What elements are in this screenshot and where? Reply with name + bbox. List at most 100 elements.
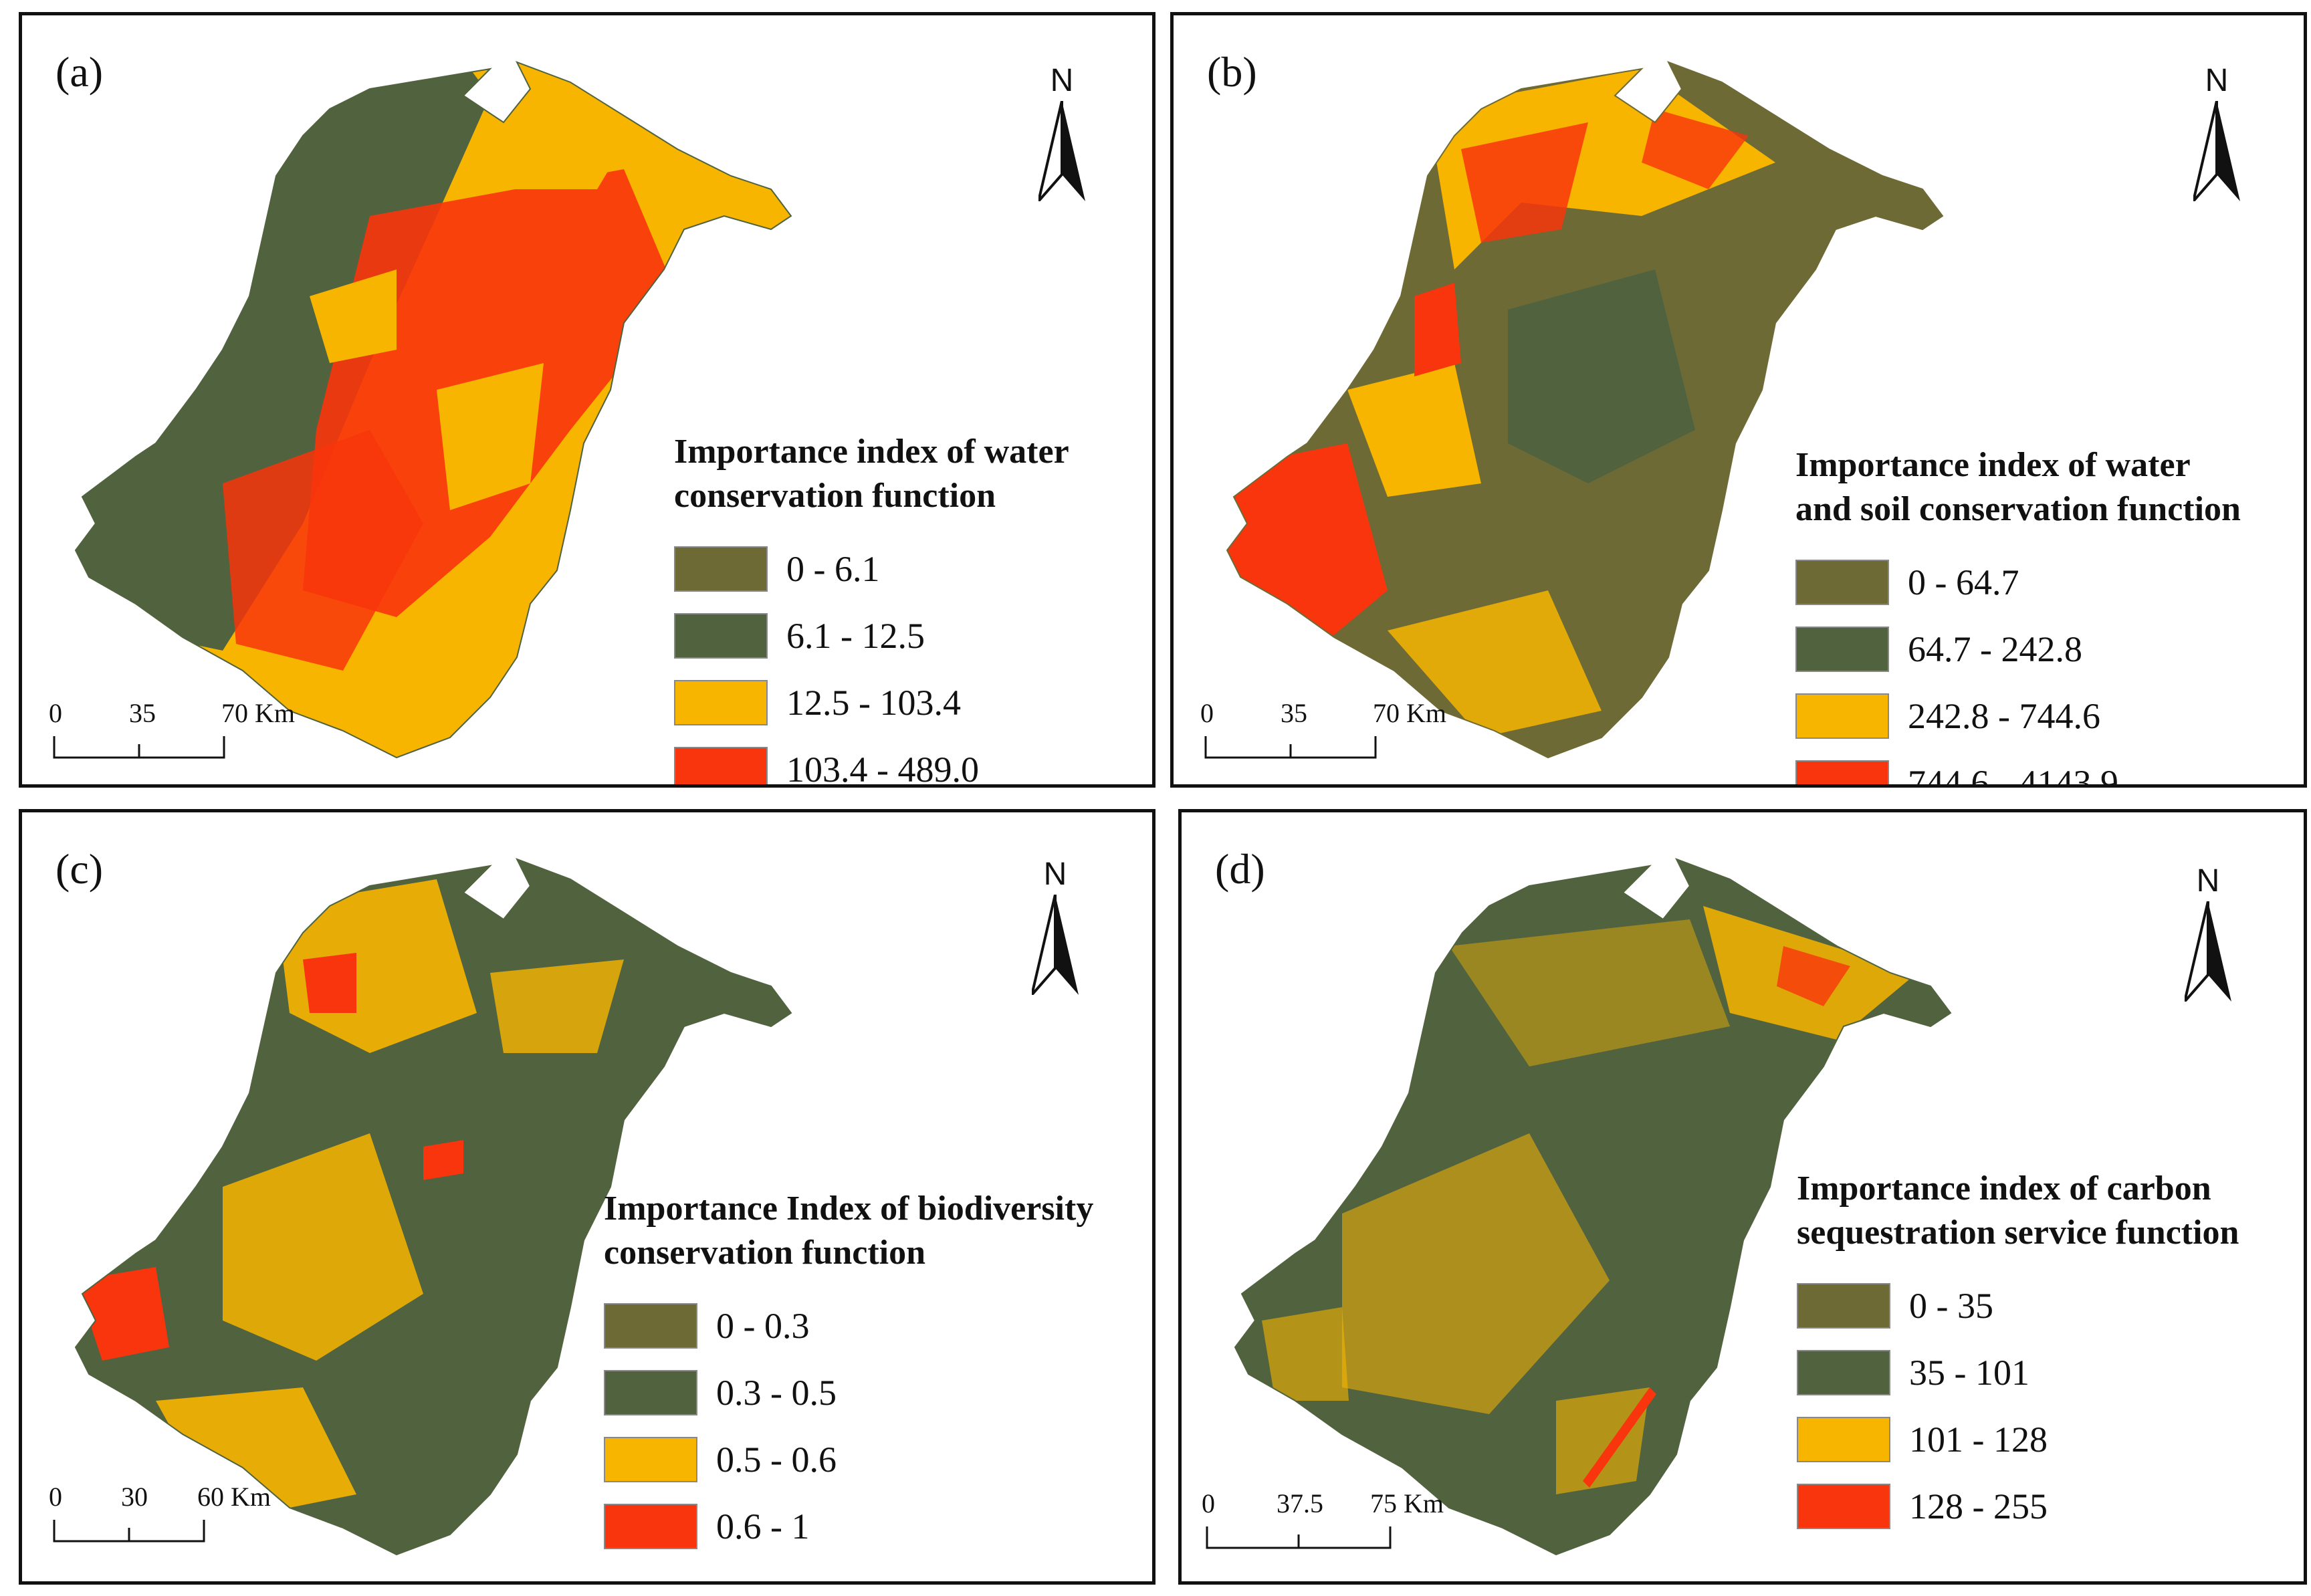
- legend-item: 103.4 - 489.0: [674, 736, 1069, 788]
- legend-item: 128 - 255: [1797, 1473, 2239, 1540]
- legend-label: 64.7 - 242.8: [1908, 629, 2082, 669]
- north-arrow-icon: [2193, 101, 2240, 201]
- north-label: N: [1043, 857, 1067, 892]
- legend: Importance index of water conservation f…: [674, 430, 1069, 788]
- map-region-c: [75, 859, 792, 1555]
- panel-label: (d): [1215, 845, 1265, 893]
- scale-bar: 0 30 60 Km: [49, 1481, 276, 1548]
- map-region-b: [1226, 62, 1943, 758]
- legend-label: 35 - 101: [1909, 1353, 2029, 1393]
- legend-item: 101 - 128: [1797, 1406, 2239, 1473]
- north-arrow: N: [2180, 62, 2253, 203]
- legend: Importance Index of biodiversity conserv…: [604, 1187, 1093, 1560]
- panel-b: (b) N Importance index of water and soil…: [1170, 12, 2307, 788]
- north-label: N: [2205, 63, 2229, 98]
- north-label: N: [1050, 63, 1074, 98]
- legend-title-line: conservation function: [674, 477, 996, 515]
- legend-swatch: [1795, 760, 1889, 784]
- legend-item: 242.8 - 744.6: [1795, 683, 2241, 750]
- scale-tick-label: 37.5: [1277, 1488, 1323, 1518]
- legend-label: 744.6 - 4143.9: [1908, 763, 2118, 788]
- legend-swatch: [604, 1303, 697, 1349]
- scale-bar: 0 35 70 Km: [1200, 697, 1446, 764]
- legend-swatch: [674, 546, 768, 592]
- legend-label: 0 - 6.1: [786, 549, 880, 589]
- legend-swatch: [674, 613, 768, 659]
- legend-label: 128 - 255: [1909, 1486, 2048, 1526]
- legend: Importance index of water and soil conse…: [1795, 443, 2241, 788]
- legend-label: 101 - 128: [1909, 1419, 2048, 1460]
- legend-item: 6.1 - 12.5: [674, 602, 1069, 669]
- scale-tick-label: 0: [49, 698, 62, 728]
- legend-label: 6.1 - 12.5: [786, 616, 925, 656]
- legend-swatch: [1797, 1350, 1890, 1395]
- legend-swatch: [1795, 560, 1889, 605]
- legend-title-line: conservation function: [604, 1234, 925, 1272]
- legend-label: 12.5 - 103.4: [786, 683, 961, 723]
- legend-label: 0 - 0.3: [716, 1306, 810, 1346]
- legend-swatch: [1795, 626, 1889, 672]
- scale-tick-label: 60 Km: [197, 1482, 271, 1512]
- north-arrow-icon: [1032, 895, 1079, 995]
- legend-title-line: and soil conservation function: [1795, 490, 2241, 528]
- legend-swatch: [604, 1504, 697, 1549]
- panel-label: (a): [56, 48, 104, 96]
- legend-swatch: [674, 747, 768, 784]
- scale-tick-label: 35: [1281, 698, 1307, 728]
- legend-label: 242.8 - 744.6: [1908, 696, 2100, 736]
- legend-item: 744.6 - 4143.9: [1795, 750, 2241, 788]
- scale-tick-label: 30: [121, 1482, 148, 1512]
- scale-bar-line: [1206, 1526, 1392, 1549]
- legend-title-line: Importance index of carbon: [1797, 1169, 2211, 1208]
- legend: Importance index of carbon sequestration…: [1797, 1167, 2239, 1540]
- scale-bar: 0 35 70 Km: [49, 697, 295, 764]
- legend-swatch: [604, 1370, 697, 1415]
- legend-label: 103.4 - 489.0: [786, 750, 979, 788]
- legend-label: 0.6 - 1: [716, 1506, 810, 1547]
- legend-item: 12.5 - 103.4: [674, 669, 1069, 736]
- legend-label: 0.5 - 0.6: [716, 1440, 837, 1480]
- panel-label: (c): [56, 845, 104, 893]
- scale-bar: 0 37.5 75 Km: [1202, 1488, 1444, 1555]
- north-arrow-icon: [2185, 901, 2231, 1002]
- scale-tick-label: 0: [1200, 698, 1214, 728]
- legend-item: 0.5 - 0.6: [604, 1426, 1093, 1493]
- legend-swatch: [1797, 1484, 1890, 1529]
- legend-swatch: [604, 1437, 697, 1482]
- legend-label: 0 - 35: [1909, 1286, 1993, 1326]
- legend-swatch: [1797, 1417, 1890, 1462]
- legend-title-line: sequestration service function: [1797, 1214, 2239, 1252]
- scale-tick-label: 0: [1202, 1488, 1215, 1518]
- legend-item: 0 - 6.1: [674, 536, 1069, 602]
- legend-label: 0.3 - 0.5: [716, 1373, 837, 1413]
- panel-label: (b): [1207, 48, 1257, 96]
- legend-title-line: Importance index of water: [674, 433, 1069, 471]
- north-arrow: N: [2171, 863, 2245, 1003]
- legend-item: 0 - 35: [1797, 1272, 2239, 1339]
- north-label: N: [2196, 863, 2220, 899]
- scale-tick-label: 35: [129, 698, 156, 728]
- legend-item: 0 - 64.7: [1795, 549, 2241, 616]
- legend-item: 0 - 0.3: [604, 1292, 1093, 1359]
- legend-title-line: Importance index of water: [1795, 446, 2191, 484]
- north-arrow: N: [1025, 62, 1099, 203]
- panel-a: (a) N Importance index of water conserva…: [19, 12, 1156, 788]
- legend-swatch: [1795, 693, 1889, 739]
- legend-swatch: [1797, 1283, 1890, 1329]
- scale-tick-label: 0: [49, 1482, 62, 1512]
- legend-title-line: Importance Index of biodiversity: [604, 1189, 1094, 1228]
- map-region-a: [75, 62, 792, 758]
- legend-item: 35 - 101: [1797, 1339, 2239, 1406]
- scale-tick-label: 75 Km: [1370, 1488, 1444, 1518]
- scale-bar-line: [53, 1520, 205, 1543]
- north-arrow-icon: [1038, 101, 1085, 201]
- panel-c: (c) N Importance Index of biodiversity c…: [19, 809, 1156, 1585]
- north-arrow: N: [1018, 856, 1092, 996]
- legend-item: 0.3 - 0.5: [604, 1359, 1093, 1426]
- legend-item: 0.6 - 1: [604, 1493, 1093, 1560]
- legend-label: 0 - 64.7: [1908, 562, 2019, 602]
- scale-tick-label: 70 Km: [221, 698, 295, 728]
- legend-swatch: [674, 680, 768, 725]
- scale-bar-line: [53, 736, 225, 759]
- panel-d: (d) N Importance index of carbon sequest…: [1178, 809, 2307, 1585]
